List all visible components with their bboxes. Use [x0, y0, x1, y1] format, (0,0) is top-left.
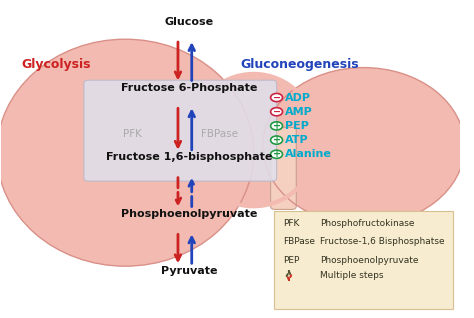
- Text: Phosphofructokinase: Phosphofructokinase: [320, 219, 415, 228]
- Text: FBPase: FBPase: [201, 129, 238, 139]
- FancyBboxPatch shape: [274, 211, 453, 309]
- Text: PEP: PEP: [283, 256, 300, 265]
- Circle shape: [271, 150, 283, 158]
- Text: −: −: [273, 107, 281, 117]
- Text: +: +: [273, 135, 281, 145]
- Text: −: −: [273, 93, 281, 102]
- Circle shape: [271, 136, 283, 144]
- Text: PEP: PEP: [285, 121, 309, 131]
- Text: Phosphoenolpyruvate: Phosphoenolpyruvate: [320, 256, 419, 265]
- Text: ATP: ATP: [285, 135, 309, 145]
- Text: Gluconeogenesis: Gluconeogenesis: [240, 58, 359, 71]
- Circle shape: [271, 122, 283, 130]
- Text: +: +: [273, 121, 281, 131]
- Ellipse shape: [263, 68, 465, 225]
- Text: PFK: PFK: [123, 129, 142, 139]
- Text: Phosphoenolpyruvate: Phosphoenolpyruvate: [121, 209, 257, 219]
- Text: Glycolysis: Glycolysis: [22, 58, 91, 71]
- Ellipse shape: [190, 74, 318, 206]
- FancyBboxPatch shape: [84, 80, 276, 181]
- Text: Alanine: Alanine: [285, 149, 332, 159]
- Circle shape: [271, 93, 283, 102]
- Ellipse shape: [0, 39, 254, 266]
- FancyBboxPatch shape: [271, 128, 296, 210]
- Text: Fructose 1,6-bisphosphate: Fructose 1,6-bisphosphate: [106, 152, 273, 162]
- Text: AMP: AMP: [285, 107, 312, 117]
- Text: ADP: ADP: [285, 93, 311, 102]
- Text: Fructose-1,6 Bisphosphatse: Fructose-1,6 Bisphosphatse: [320, 238, 445, 246]
- Text: Fructose 6-Phosphate: Fructose 6-Phosphate: [121, 83, 257, 93]
- Text: FBPase: FBPase: [283, 238, 316, 246]
- Text: Pyruvate: Pyruvate: [161, 266, 218, 276]
- Text: Glucose: Glucose: [165, 17, 214, 27]
- Text: Multiple steps: Multiple steps: [320, 271, 383, 280]
- Text: PFK: PFK: [283, 219, 300, 228]
- Text: +: +: [273, 149, 281, 159]
- Circle shape: [271, 107, 283, 116]
